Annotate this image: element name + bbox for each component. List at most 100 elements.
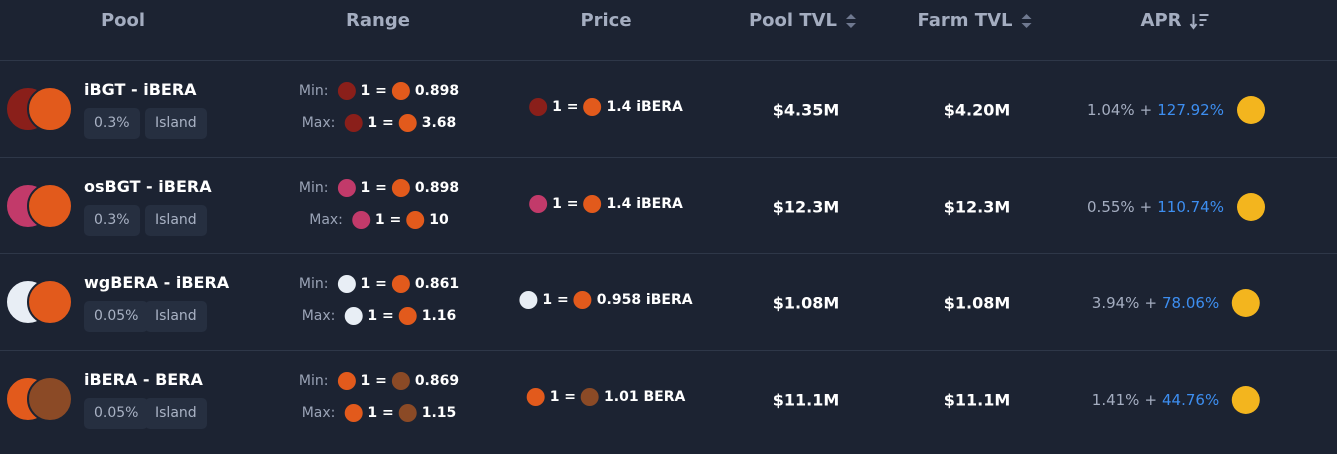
token-icon (573, 291, 592, 309)
equals: 1 = (374, 212, 402, 228)
pool-tvl: $1.08M (772, 293, 840, 313)
range-label: Max: (301, 308, 336, 324)
reward-icon[interactable] (1232, 289, 1261, 317)
token-icon (337, 275, 356, 293)
col-header[interactable]: Price (580, 10, 632, 31)
token-icon (391, 179, 410, 197)
farm-tvl: $1.08M (943, 293, 1011, 313)
range-max: Max: 1 = 1.15 (301, 404, 457, 422)
fee-badge: 0.05% (84, 398, 149, 429)
apr-boost: 44.76% (1162, 391, 1220, 409)
col-header[interactable]: Pool (100, 10, 146, 31)
apr-plus: + (1139, 198, 1153, 216)
separator (0, 350, 1337, 351)
equals: 1 = (360, 276, 387, 292)
sort-icon (1021, 13, 1032, 28)
col-header[interactable]: Range (346, 10, 410, 31)
price-value: 0.958 iBERA (596, 292, 693, 308)
token-icon (337, 82, 356, 100)
range-label: Min: (298, 276, 329, 292)
token-icon (583, 98, 602, 116)
range-value: 10 (429, 212, 449, 228)
token-icon (337, 179, 356, 197)
equals: 1 = (360, 83, 387, 99)
price: 1 = 0.958 iBERA (519, 291, 693, 309)
col-header[interactable]: APR (1141, 10, 1210, 31)
range-label: Max: (301, 115, 336, 131)
apr: 0.55% +110.74% (1087, 193, 1265, 221)
col-header[interactable]: Pool TVL (749, 10, 857, 31)
price-value: 1.01 BERA (604, 389, 686, 405)
range-value: 3.68 (421, 115, 457, 131)
apr: 3.94% +78.06% (1092, 289, 1261, 317)
equals: 1 = (542, 292, 569, 308)
reward-icon[interactable] (1232, 386, 1261, 414)
token-icon (529, 195, 548, 213)
separator (0, 157, 1337, 158)
apr-base: 1.41% (1091, 391, 1140, 409)
apr-boost: 127.92% (1157, 101, 1224, 119)
equals: 1 = (367, 115, 394, 131)
token-icon (526, 388, 545, 406)
range-label: Min: (298, 180, 329, 196)
equals: 1 = (367, 405, 394, 421)
range-max: Max: 1 = 3.68 (301, 114, 457, 132)
token-icon (406, 211, 425, 229)
token-icon (351, 211, 370, 229)
price: 1 = 1.01 BERA (526, 388, 686, 406)
token-icon (391, 372, 410, 390)
sort-icon (846, 13, 857, 28)
token-icon (27, 279, 73, 325)
farm-tvl: $11.1M (943, 390, 1011, 410)
apr-plus: + (1144, 391, 1158, 409)
fee-badge: 0.3% (84, 108, 140, 139)
token-icon (398, 404, 417, 422)
apr-base: 1.04% (1087, 101, 1135, 119)
token-icon (391, 275, 410, 293)
pair-name: iBERA - BERA (84, 370, 203, 389)
pool-tvl: $11.1M (772, 390, 840, 410)
apr-plus: + (1139, 101, 1153, 119)
reward-icon[interactable] (1236, 96, 1265, 124)
range-label: Max: (301, 405, 336, 421)
col-title: Pool TVL (748, 10, 838, 31)
reward-icon[interactable] (1236, 193, 1265, 221)
token-icon (529, 98, 548, 116)
price-value: 1.4 iBERA (606, 196, 683, 212)
apr-plus: + (1144, 294, 1158, 312)
equals: 1 = (552, 99, 579, 115)
pool-tvl: $4.35M (772, 100, 840, 120)
col-title: Farm TVL (917, 10, 1013, 31)
apr: 1.41% +44.76% (1091, 386, 1261, 414)
token-icon (391, 82, 410, 100)
token-icon (27, 183, 73, 229)
apr-base: 0.55% (1087, 198, 1135, 216)
pair-name: osBGT - iBERA (84, 177, 212, 196)
token-icon (583, 195, 602, 213)
range-max: Max: 1 = 10 (309, 211, 449, 229)
range-value: 0.898 (414, 83, 460, 99)
farm-tvl: $4.20M (943, 100, 1011, 120)
separator (0, 60, 1337, 61)
equals: 1 = (367, 308, 394, 324)
col-header[interactable]: Farm TVL (918, 10, 1033, 31)
farm-tvl: $12.3M (943, 197, 1011, 217)
range-value: 0.898 (414, 180, 460, 196)
range-value: 1.16 (421, 308, 457, 324)
range-label: Max: (309, 212, 343, 228)
range-label: Min: (298, 373, 329, 389)
apr-boost: 78.06% (1162, 294, 1220, 312)
range-max: Max: 1 = 1.16 (301, 307, 457, 325)
range-value: 0.869 (414, 373, 460, 389)
range-value: 1.15 (421, 405, 457, 421)
token-icon (337, 372, 356, 390)
equals: 1 = (549, 389, 577, 405)
pool-tvl: $12.3M (772, 197, 840, 217)
token-icon (519, 291, 538, 309)
apr: 1.04% +127.92% (1087, 96, 1265, 124)
range-min: Min: 1 = 0.861 (299, 275, 459, 293)
col-title: APR (1140, 10, 1182, 31)
type-badge: Island (145, 398, 207, 429)
price: 1 = 1.4 iBERA (529, 98, 683, 116)
range-min: Min: 1 = 0.869 (299, 372, 459, 390)
